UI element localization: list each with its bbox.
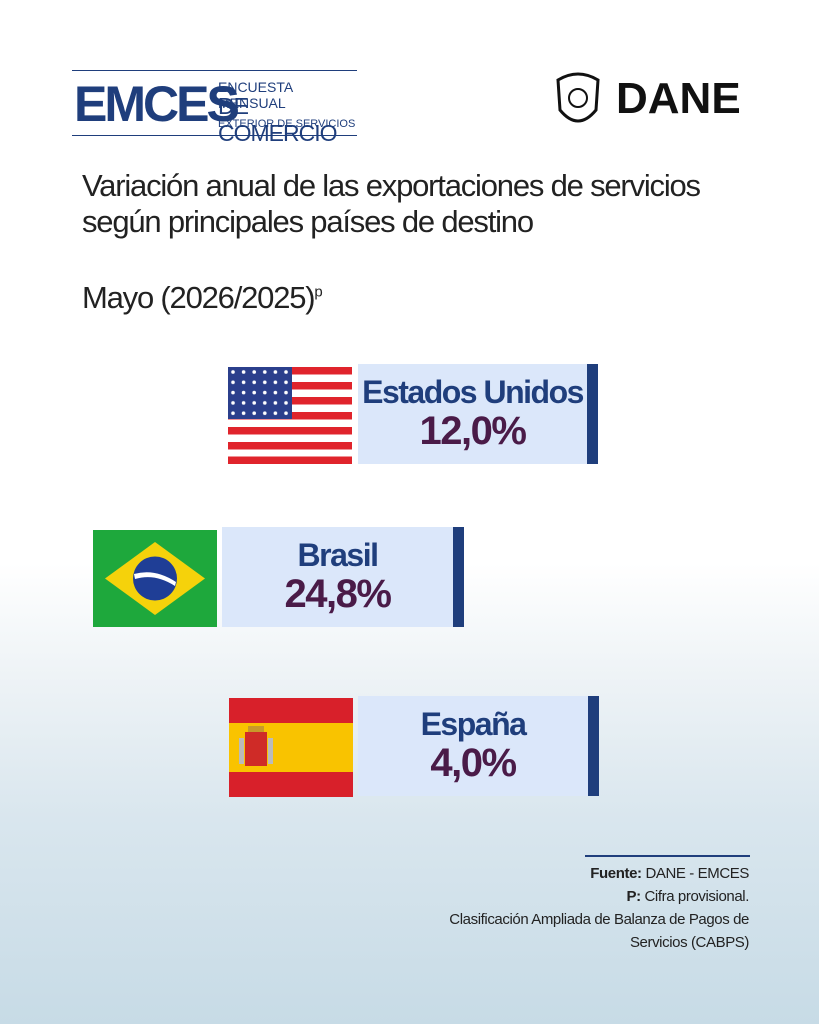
title-line: Variación anual de las exportaciones de … [82, 168, 701, 203]
period-text: Mayo (2026/2025) [82, 280, 316, 315]
note-label: P: [626, 888, 642, 905]
country-value: 4,0% [430, 741, 517, 785]
country-box: Estados Unidos 12,0% [358, 364, 598, 464]
footer: Fuente: DANE - EMCES P: Cifra provisiona… [449, 862, 749, 954]
note: Cifra provisional. [644, 888, 749, 905]
period: Mayo (2026/2025)p [82, 280, 323, 316]
logo-line: DE COMERCIO [218, 93, 338, 146]
period-mark: p [314, 283, 322, 301]
logo-line: EXTERIOR DE SERVICIOS [218, 118, 356, 130]
dane-logo: DANE [616, 74, 741, 123]
flag-spain [229, 698, 353, 797]
footer-source: Fuente: DANE - EMCES [449, 862, 749, 885]
logo-acronym: EMCES [74, 76, 240, 132]
emces-logo: EMCES ENCUESTA MENSUAL DE COMERCIO EXTER… [72, 70, 357, 146]
footer-rule [585, 855, 750, 857]
flag-usa [228, 367, 352, 464]
classification-line: Clasificación Ampliada de Balanza de Pag… [449, 911, 749, 928]
classification-line: Servicios (CABPS) [629, 934, 749, 951]
country-name: Estados Unidos [362, 374, 584, 410]
country-box: España 4,0% [358, 696, 599, 796]
source-label: Fuente: [590, 865, 642, 882]
country-value: 12,0% [419, 409, 527, 453]
flag-brazil [93, 530, 217, 627]
country-value: 24,8% [284, 572, 392, 616]
logo-line: ENCUESTA MENSUAL [218, 79, 293, 111]
source: DANE - EMCES [645, 865, 749, 882]
dane-shield [556, 72, 600, 123]
footer-note: P: Cifra provisional. [449, 885, 750, 908]
country-name: Brasil [297, 537, 379, 573]
title-line: según principales países de destino [82, 204, 534, 239]
country-box: Brasil 24,8% [222, 527, 464, 627]
country-name: España [420, 706, 527, 742]
